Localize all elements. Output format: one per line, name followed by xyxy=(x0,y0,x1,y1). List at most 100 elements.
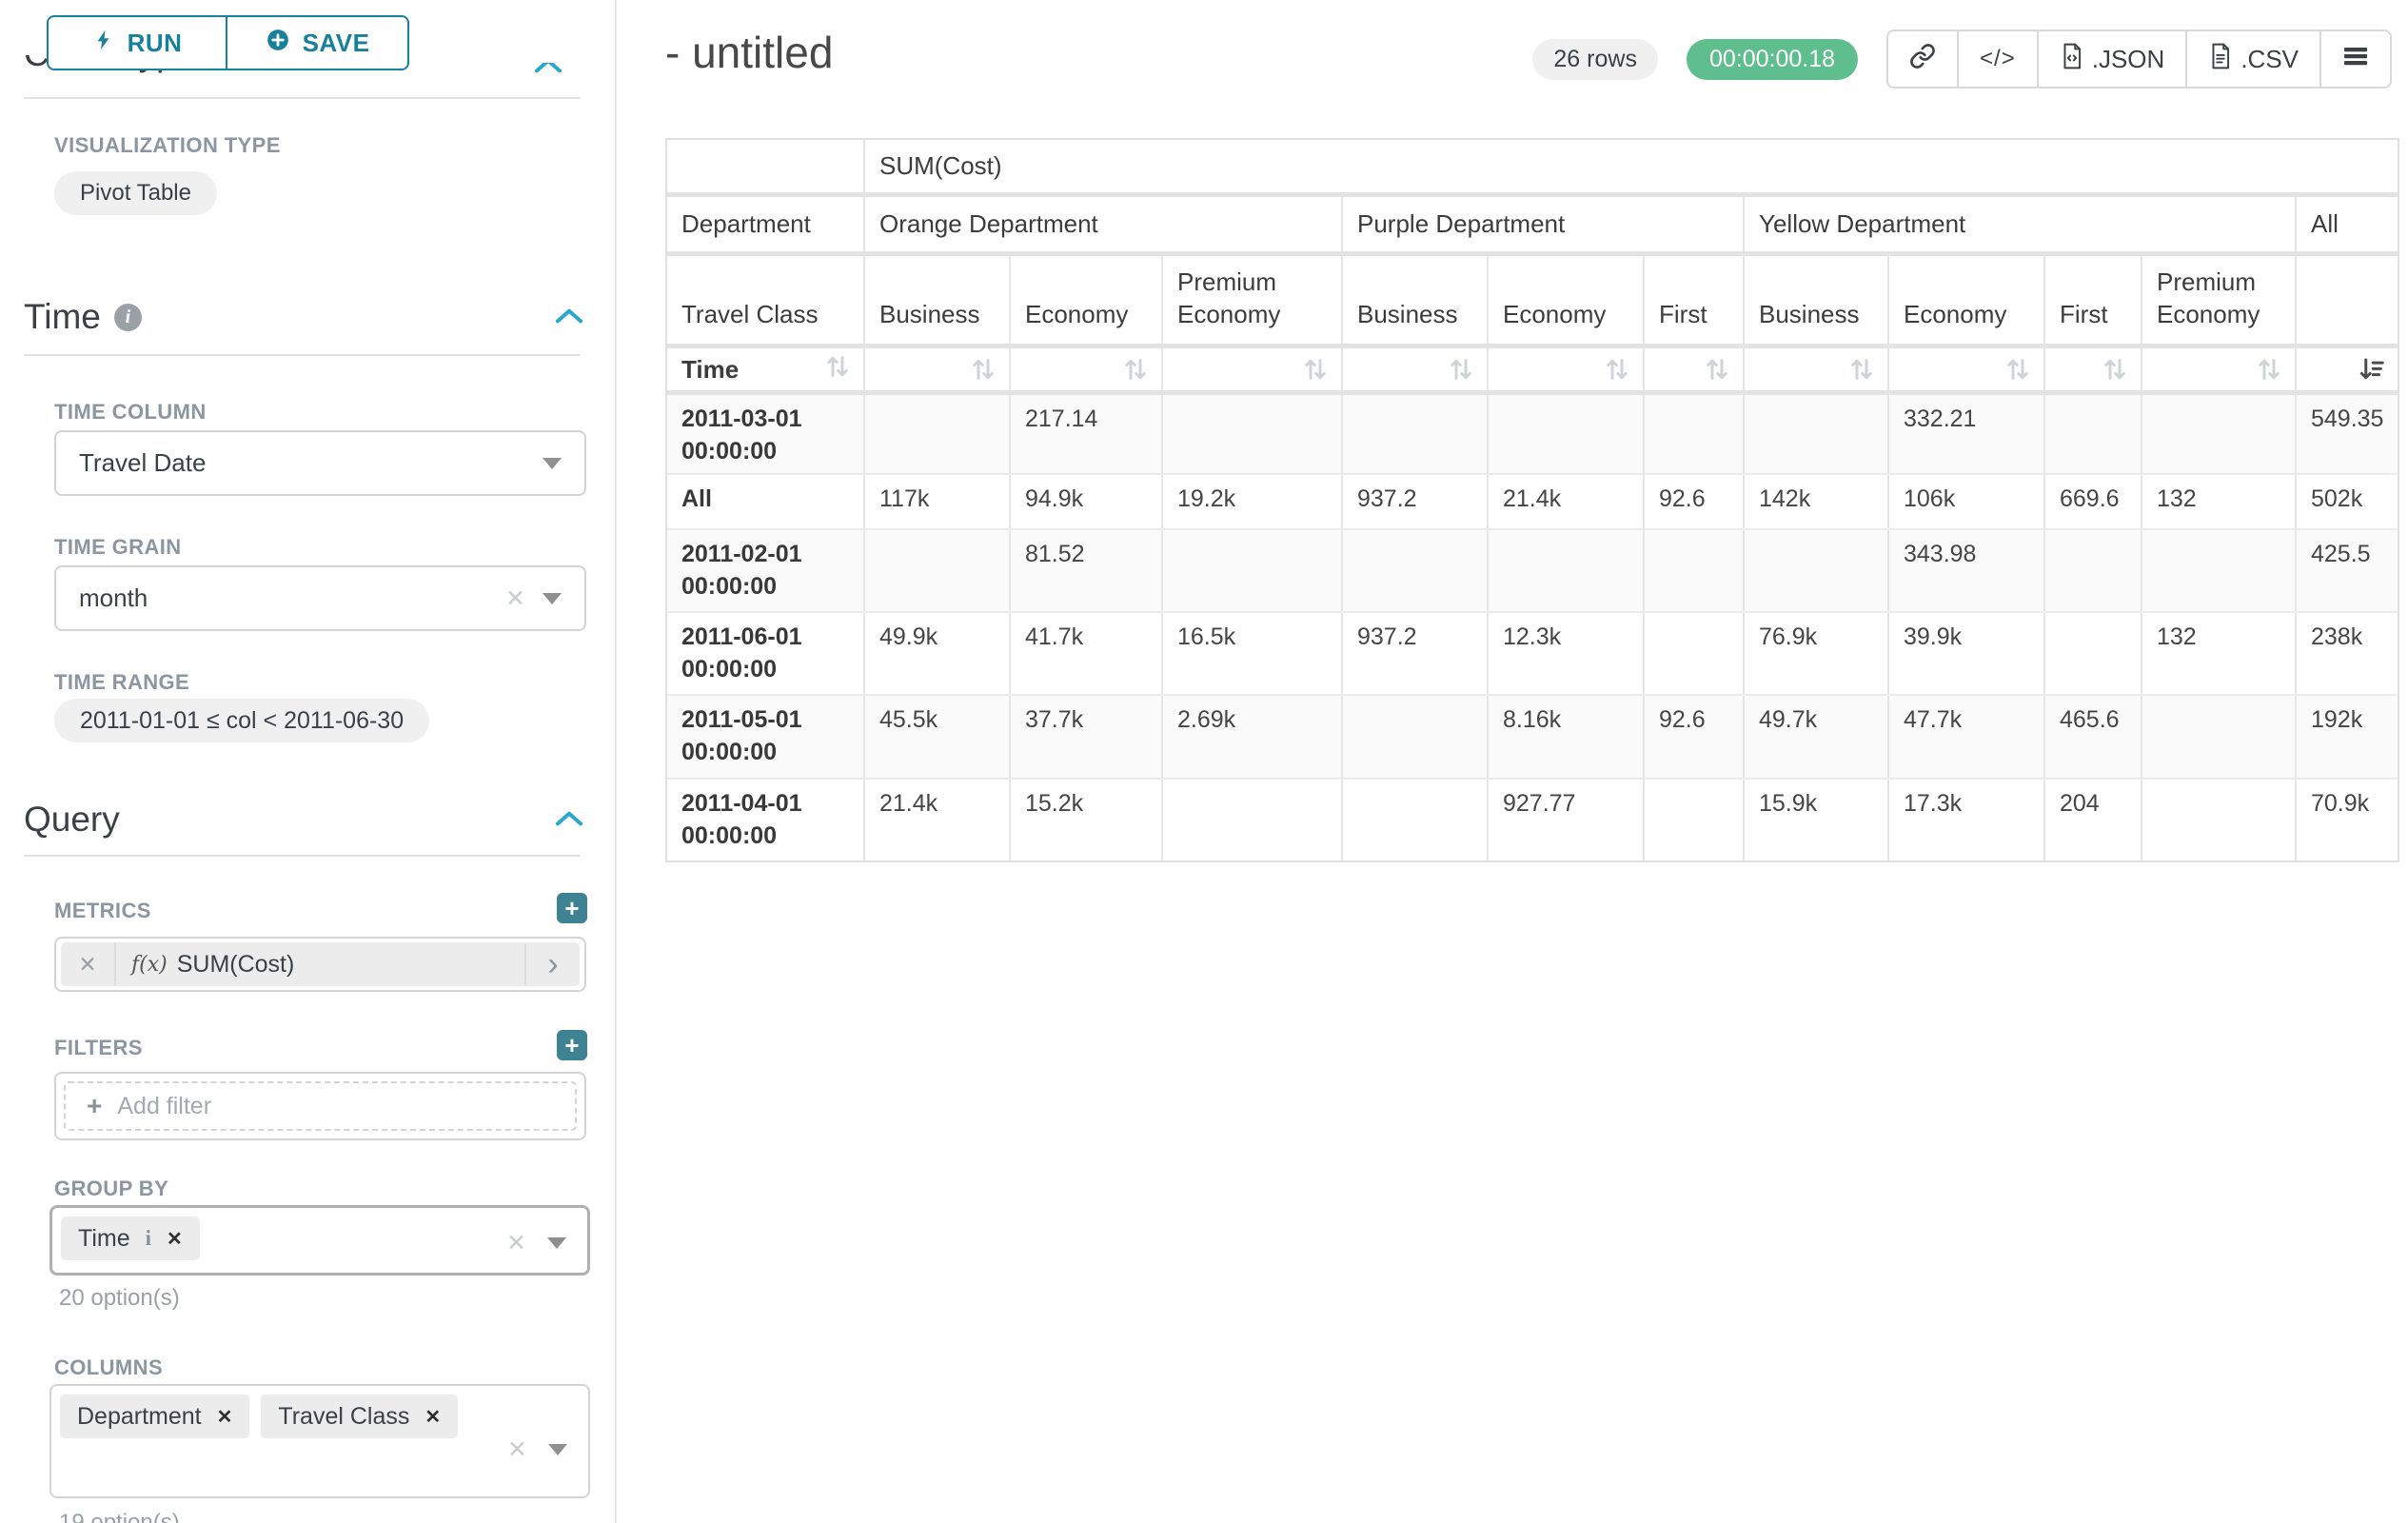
header-separator xyxy=(667,192,2398,197)
sort-cell[interactable] xyxy=(2142,348,2297,390)
chevron-right-icon[interactable]: › xyxy=(524,944,580,984)
sort-cell[interactable] xyxy=(2045,348,2142,390)
sort-icon xyxy=(973,359,994,380)
time-sort-cell[interactable]: Time xyxy=(667,348,865,390)
clear-icon[interactable]: ✕ xyxy=(505,584,525,612)
value-cell: 238k xyxy=(2311,623,2363,650)
run-button[interactable]: RUN xyxy=(47,15,227,70)
value-cell: 76.9k xyxy=(1745,613,1889,694)
pivot-class-header-row: Travel Class Business Economy Premium Ec… xyxy=(667,256,2398,344)
value-cell xyxy=(1343,530,1489,611)
value-cell: 45.5k xyxy=(865,696,1011,778)
value-cell xyxy=(1343,780,1489,860)
row-label-cell[interactable]: 2011-06-01 00:00:00 xyxy=(667,613,865,694)
remove-tag-icon[interactable]: ✕ xyxy=(424,1406,442,1428)
export-csv-button[interactable]: .CSV xyxy=(2187,31,2321,87)
add-metric-button[interactable]: + xyxy=(557,893,587,923)
pivot-body: Time 2011-03-01 00:00:00 217.14 332.21 549.3… xyxy=(667,348,2398,860)
control-panel-sidebar: Chart Type RUN SAVE VISUALIZATION TYPE P… xyxy=(0,0,617,1523)
export-button-group: </> .JSON .CSV xyxy=(1886,30,2392,89)
time-range-pill[interactable]: 2011-01-01 ≤ col < 2011-06-30 xyxy=(54,699,430,742)
sort-cell[interactable] xyxy=(1343,348,1489,390)
embed-code-button[interactable]: </> xyxy=(1959,31,2039,87)
add-filter-button[interactable]: + Add filter xyxy=(64,1081,577,1131)
row-label-cell[interactable]: All xyxy=(667,475,865,528)
sort-cell[interactable] xyxy=(1745,348,1889,390)
section-divider xyxy=(24,354,581,356)
save-button[interactable]: SAVE xyxy=(226,15,409,70)
metric-pill[interactable]: ✕ f(x) SUM(Cost) › xyxy=(61,942,580,986)
hamburger-menu-icon xyxy=(2342,45,2369,74)
row-label-cell[interactable]: 2011-04-01 00:00:00 xyxy=(667,780,865,860)
viz-type-pill[interactable]: Pivot Table xyxy=(54,171,217,215)
sort-icon[interactable] xyxy=(823,352,852,387)
value-cell: 16.5k xyxy=(1163,613,1343,694)
value-cell xyxy=(1163,780,1343,860)
value-cell xyxy=(1489,530,1645,611)
value-cell: 132 xyxy=(2142,475,2297,528)
sort-cell[interactable] xyxy=(1645,348,1745,390)
info-icon[interactable]: i xyxy=(113,303,142,331)
class-header: Economy xyxy=(1011,256,1163,344)
clear-icon[interactable]: ✕ xyxy=(506,1230,526,1256)
chart-title[interactable]: - untitled xyxy=(665,28,834,77)
time-grain-select[interactable]: month ✕ xyxy=(54,565,586,631)
add-filter-plus-button[interactable]: + xyxy=(557,1030,587,1060)
columns-tag-travel-class[interactable]: Travel Class ✕ xyxy=(261,1394,459,1438)
value-cell: 142k xyxy=(1745,475,1889,528)
value-cell: 937.2 xyxy=(1343,475,1489,528)
clear-icon[interactable]: ✕ xyxy=(507,1436,527,1463)
value-cell xyxy=(1489,395,1645,473)
table-row: 2011-04-01 00:00:00 21.4k 15.2k 927.77 15.9k… xyxy=(667,778,2398,860)
export-json-button[interactable]: .JSON xyxy=(2039,31,2188,87)
row-label-cell[interactable]: 2011-03-01 00:00:00 xyxy=(667,395,865,473)
columns-select[interactable]: Department ✕ Travel Class ✕ ✕ xyxy=(49,1384,590,1498)
sort-desc-cell[interactable] xyxy=(2297,348,2398,390)
metrics-label: METRICS xyxy=(54,899,151,922)
value-cell: 502k xyxy=(2311,485,2363,512)
value-cell xyxy=(2045,395,2142,473)
sort-cell[interactable] xyxy=(1889,348,2045,390)
remove-metric-icon[interactable]: ✕ xyxy=(61,942,116,986)
row-label-cell[interactable]: 2011-05-01 00:00:00 xyxy=(667,696,865,778)
sort-cell[interactable] xyxy=(865,348,1011,390)
run-button-label: RUN xyxy=(127,28,183,57)
sort-cell[interactable] xyxy=(1489,348,1645,390)
copy-link-button[interactable] xyxy=(1888,31,1960,87)
purple-department-header: Purple Department xyxy=(1343,197,1745,251)
value-cell xyxy=(2142,696,2297,778)
viz-type-value: Pivot Table xyxy=(80,180,191,206)
row-label-cell[interactable]: 2011-02-01 00:00:00 xyxy=(667,530,865,611)
columns-label: COLUMNS xyxy=(54,1355,164,1379)
value-cell: 332.21 xyxy=(1889,395,2045,473)
query-section-title: Query xyxy=(24,800,120,839)
time-column-label: TIME COLUMN xyxy=(54,400,207,424)
value-cell: 21.4k xyxy=(865,780,1011,860)
time-row-label: Time xyxy=(681,354,740,384)
class-header: Economy xyxy=(1889,256,2045,344)
header-right-controls: 26 rows 00:00:00.18 </> .JSON . xyxy=(1532,30,2392,89)
info-icon[interactable]: i xyxy=(145,1226,152,1250)
columns-tag-department[interactable]: Department ✕ xyxy=(60,1394,250,1438)
chevron-down-icon[interactable] xyxy=(548,1444,567,1455)
save-button-label: SAVE xyxy=(302,28,370,57)
group-by-select[interactable]: Time i ✕ ✕ xyxy=(49,1205,590,1276)
value-cell: 19.2k xyxy=(1163,475,1343,528)
time-grain-value: month xyxy=(79,583,148,612)
group-by-tag-time[interactable]: Time i ✕ xyxy=(61,1216,200,1260)
time-section-collapse-icon[interactable] xyxy=(554,307,584,326)
value-cell: 132 xyxy=(2142,613,2297,694)
sort-icon xyxy=(2259,359,2280,380)
query-section-collapse-icon[interactable] xyxy=(554,809,584,828)
remove-tag-icon[interactable]: ✕ xyxy=(216,1406,233,1428)
sort-cell[interactable] xyxy=(1011,348,1163,390)
link-icon xyxy=(1909,43,1936,76)
chevron-down-icon[interactable] xyxy=(547,1237,566,1249)
chart-type-collapse-icon[interactable] xyxy=(533,63,567,72)
header-separator xyxy=(667,251,2398,256)
class-header: Economy xyxy=(1489,256,1645,344)
menu-button[interactable] xyxy=(2321,31,2390,87)
time-column-select[interactable]: Travel Date xyxy=(54,430,586,496)
sort-cell[interactable] xyxy=(1163,348,1343,390)
remove-tag-icon[interactable]: ✕ xyxy=(167,1228,183,1250)
